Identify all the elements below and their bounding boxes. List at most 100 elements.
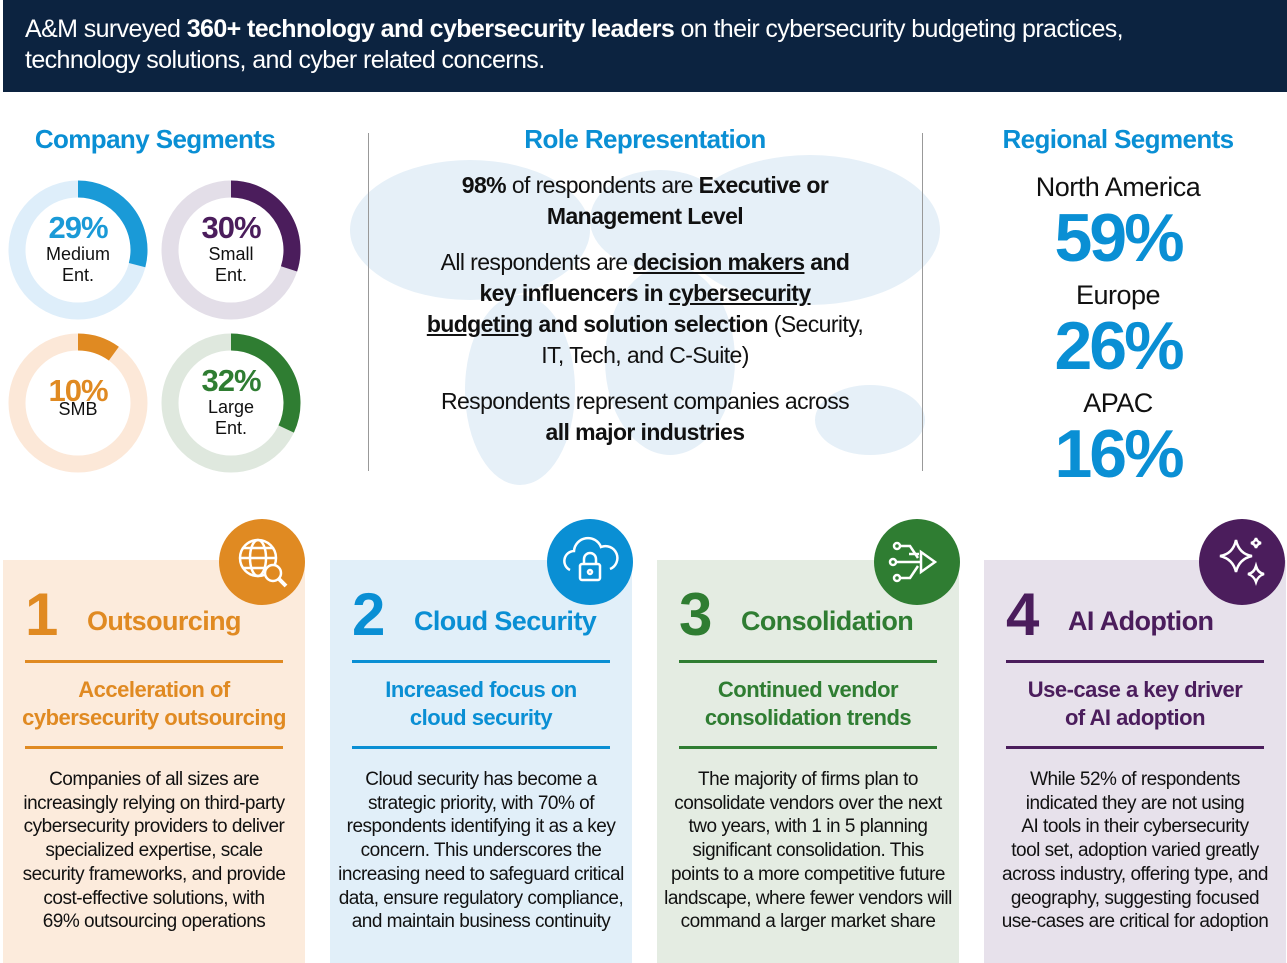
text-run: All respondents are [440,249,634,275]
world-map-backdrop [350,155,940,485]
card-body-line: Companies of all sizes are [49,769,259,790]
card-body-line: indicated they are not using [1025,792,1245,814]
donut-name-line: Small [208,244,254,264]
icon-circuit-arrow [874,519,960,605]
card: 1 Outsourcing Acceleration of cybersecurity… [3,560,305,963]
text-run: all major industries [545,419,746,445]
donut-label: 32% [201,363,261,398]
text-run: of respondents are [506,172,699,198]
card-body-line: cybersecurity providers to deliver [23,816,285,838]
card-subtitle-line: Use-case a key driver [1027,677,1243,702]
region-name: North America [1035,172,1201,202]
card-body: Companies of all sizes are increasingly r… [3,768,305,934]
card-body-line: geography, suggesting focused [1010,887,1260,909]
card-body-line: data, ensure regulatory compliance, [338,887,624,909]
card-body-line: AI tools in their cybersecurity [1021,816,1249,838]
donut-arc [230,180,301,272]
section-title: Regional Segments [1002,124,1234,154]
card-title: Consolidation [741,606,914,636]
card-body-line: 69% outsourcing operations [42,911,266,933]
card-subtitle-line: cloud security [409,705,553,730]
text-run: on their cybersecurity budgeting practic… [25,15,1124,74]
card-rule [352,660,610,663]
donut-label: 10% [48,373,108,408]
card-body-line: Cloud security has become a [365,769,597,790]
card-number: 1 [25,581,59,648]
text-run: Respondents represent companies across [440,388,850,414]
donut-name-line: Ent. [214,265,248,285]
donut-label: 30% [201,210,261,245]
card-body-line: increasing need to safeguard critical [338,863,624,885]
role-paragraph: All respondents are decision makers and … [425,247,865,371]
region-share: 16% [1054,416,1184,492]
region-name: Europe [1075,280,1161,310]
card-subtitle-line: Increased focus on [385,677,577,702]
card-body-line: cost-effective solutions, with [43,887,265,909]
card-rule [679,746,937,749]
icon-sparkles [1199,519,1285,605]
card-number: 2 [352,581,386,648]
card-rule [1006,660,1264,663]
card-body-line: While 52% of respondents [1030,769,1240,790]
donut-name: SMB [18,399,138,420]
card-title: Outsourcing [87,606,242,636]
card: 2 Cloud Security Increased focus on cloud s… [330,560,632,963]
card-subtitle: Use-case a key driver of AI adoption [984,676,1286,732]
card-rule [352,746,610,749]
donut-name: Small Ent. [171,244,291,286]
role-text: 98% of respondents are Executive or Mana… [390,170,900,463]
card-body-line: tool set, adoption varied greatly [1011,840,1259,862]
region-name: APAC [1083,388,1153,418]
card-body-line: command a larger market share [680,911,936,933]
card-body-line: landscape, where fewer vendors will [664,887,952,909]
donut-name-line: Medium [45,244,111,264]
card-body: The majority of firms plan to consolidate… [657,768,959,934]
donut-name-line: SMB [58,399,98,419]
card-body: Cloud security has become a strategic pri… [330,768,632,934]
card-body-line: consolidate vendors over the next [674,792,942,814]
text-run: (Security, IT, Tech, and C-Suite) [541,311,864,368]
text-run: 360+ technology and cybersecurity leader… [186,15,675,43]
section-title: Role Representation [524,124,766,154]
text-run: A&M surveyed [25,15,187,43]
card-title: AI Adoption [1068,606,1214,636]
region-share: 26% [1054,308,1184,384]
header-bar: A&M surveyed 360+ technology and cyberse… [3,0,1287,92]
card-subtitle: Acceleration of cybersecurity outsourcing [3,676,305,732]
card-body-line: security frameworks, and provide [22,863,286,885]
icon-globe [219,519,305,605]
donut-name: Medium Ent. [18,244,138,286]
card-subtitle-line: Continued vendor [717,677,899,702]
donut-label: 29% [48,210,108,245]
card-subtitle: Increased focus on cloud security [330,676,632,732]
card-body-line: increasingly relying on third-party [23,792,285,814]
region-share: 59% [1054,200,1184,276]
donut-name-line: Ent. [214,418,248,438]
card-body-line: significant consolidation. This [692,840,924,862]
card-rule [679,660,937,663]
card-rule [25,660,283,663]
card-subtitle: Continued vendor consolidation trends [657,676,959,732]
card-body-line: specialized expertise, scale [45,840,263,862]
card: 3 Consolidation Continued vendor consolidat… [657,560,959,963]
header-text: A&M surveyed 360+ technology and cyberse… [25,14,1225,76]
card-body-line: strategic priority, with 70% of [368,792,594,814]
card-body-line: The majority of firms plan to [698,769,918,790]
donut-arc [77,180,148,268]
card-body-line: points to a more competitive future [671,863,945,885]
card-body-line: use-cases are critical for adoption [1001,911,1269,933]
text-run: cybersecurity budgeting [426,280,811,337]
text-run: 98% [461,172,507,198]
card-body-line: and maintain business continuity [351,911,611,933]
card-rule [25,746,283,749]
card-body-line: two years, with 1 in 5 planning [688,816,928,838]
donut-name-line: Large [207,397,255,417]
text-run: Executive or Management Level [546,172,829,229]
donut-name: Large Ent. [171,397,291,439]
card: 4 AI Adoption Use-case a key driver of AI a… [984,560,1286,963]
text-run: decision makers [633,249,805,275]
donut-charts [8,180,301,473]
card-subtitle-line: cybersecurity outsourcing [22,705,286,730]
icon-cloud-lock [547,519,633,605]
card-number: 3 [679,581,713,648]
